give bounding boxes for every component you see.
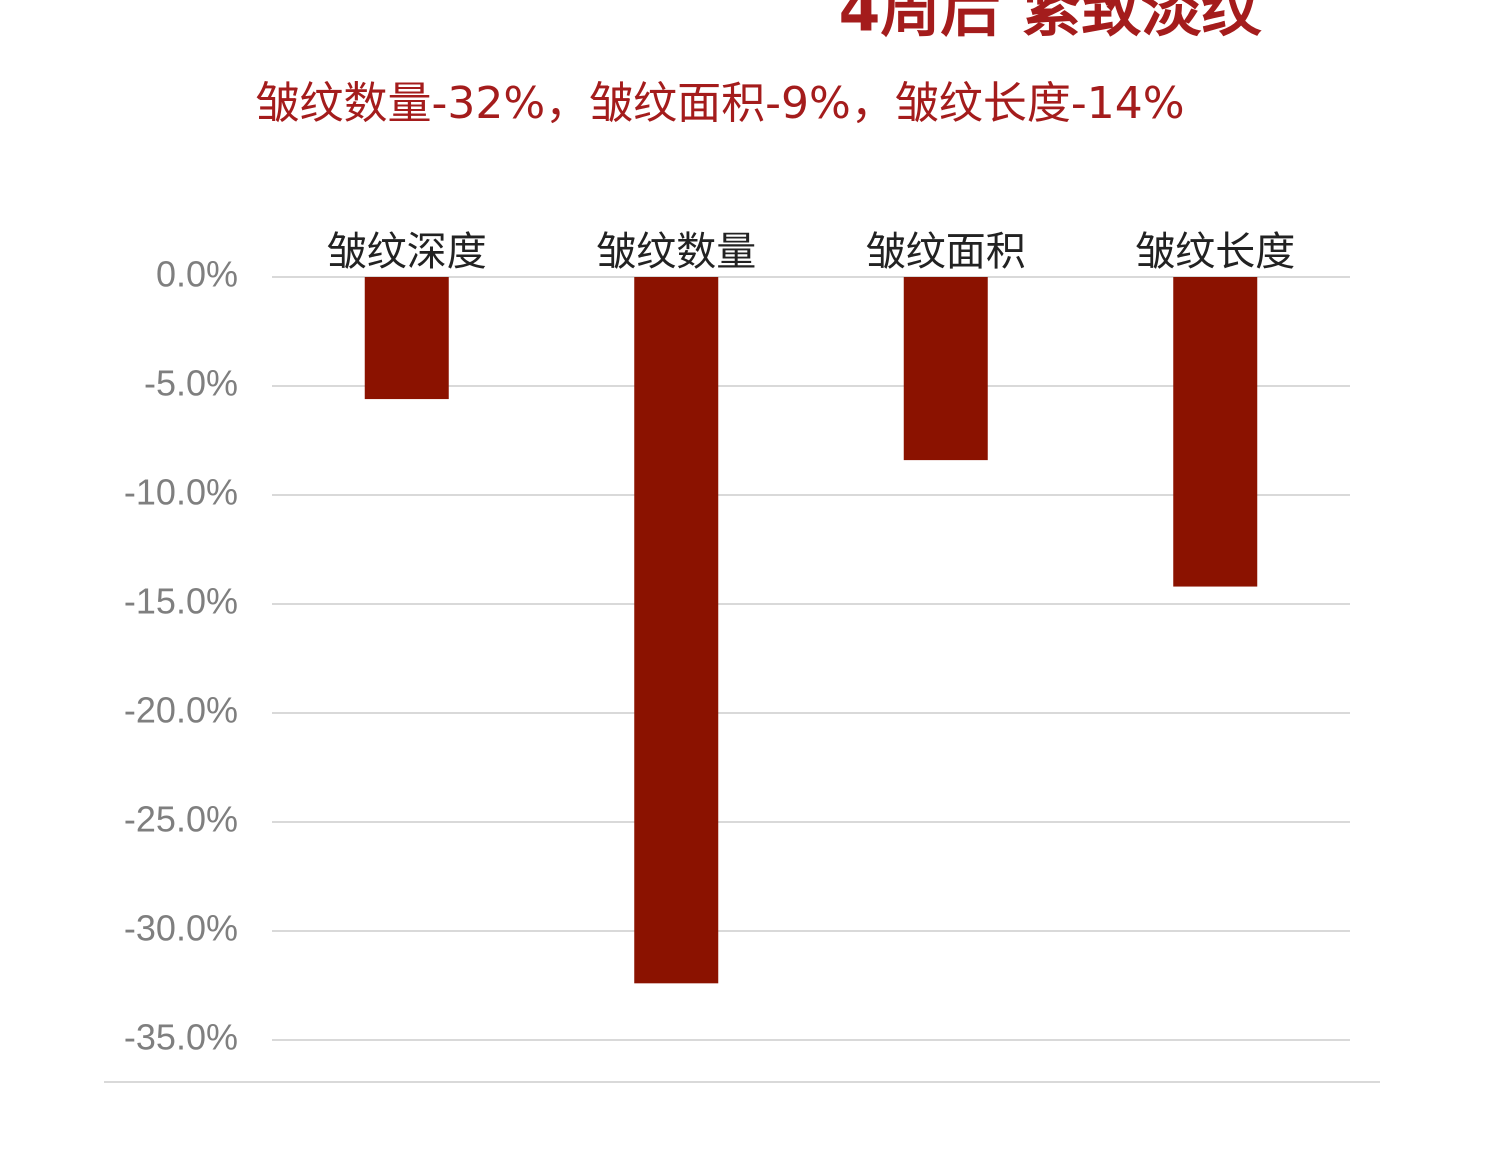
y-tick-label: 0.0% [156,254,238,295]
y-tick-label: -10.0% [124,472,238,513]
x-tick-label: 皱纹面积 [866,229,1026,275]
bar [1173,277,1258,587]
x-tick-label: 皱纹数量 [596,229,756,275]
bar [364,277,449,400]
y-tick-label: -25.0% [124,799,238,840]
y-tick-label: -35.0% [124,1017,238,1058]
chart-title: 4周后 紧致淡纹 [839,0,1263,46]
y-tick-label: -5.0% [144,363,238,404]
bar [634,277,719,984]
y-tick-label: -20.0% [124,690,238,731]
x-tick-label: 皱纹深度 [327,229,487,275]
y-tick-label: -15.0% [124,581,238,622]
y-tick-label: -30.0% [124,908,238,949]
chart-subtitle: 皱纹数量-32%，皱纹面积-9%，皱纹长度-14% [255,78,1184,129]
x-tick-label: 皱纹长度 [1135,229,1295,275]
bar [903,277,988,461]
